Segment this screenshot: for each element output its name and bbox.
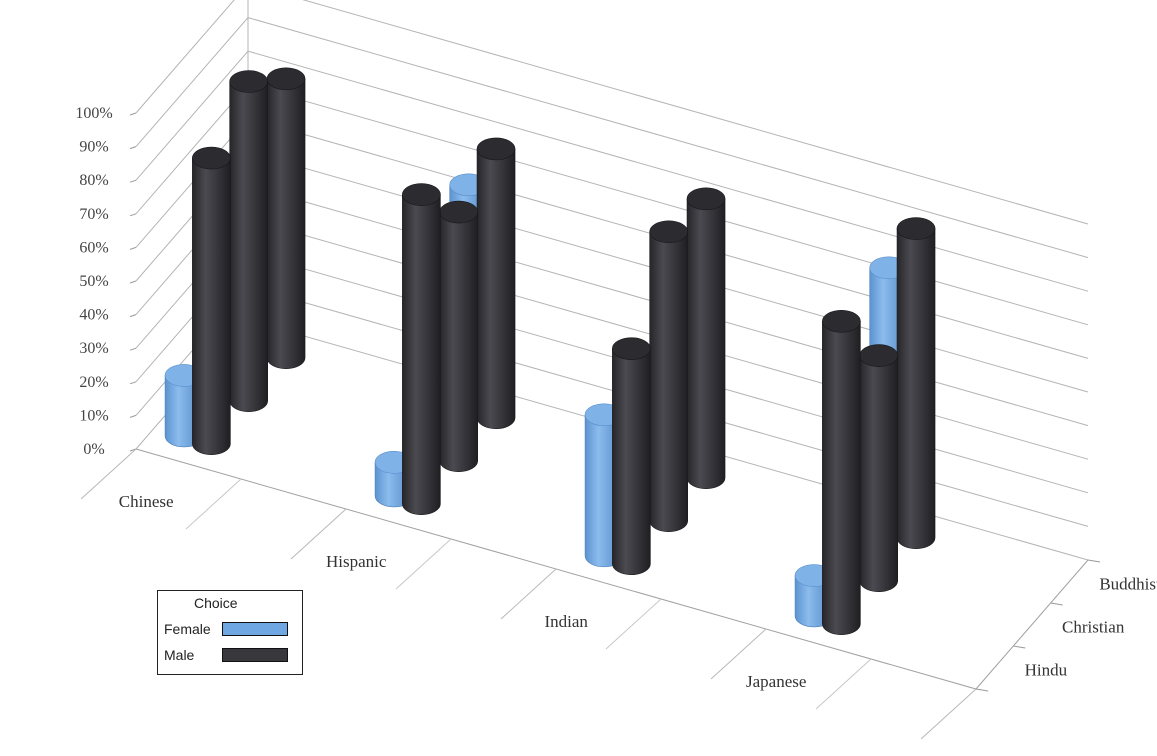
bar-body — [822, 321, 861, 635]
bars — [164, 67, 936, 635]
y-tick-label: 20% — [79, 374, 108, 391]
legend-label-male: Male — [164, 647, 195, 663]
y-tick-mark — [129, 213, 137, 217]
category-separator — [710, 628, 767, 680]
bar-cap — [612, 337, 651, 360]
legend-swatch-female — [222, 622, 288, 637]
bar-body — [402, 194, 441, 515]
y-tick-label: 80% — [79, 172, 108, 189]
bar-body — [859, 355, 898, 592]
y-tick-label: 40% — [79, 307, 108, 324]
depth-tick-mark — [975, 688, 989, 692]
bar-cap — [402, 183, 441, 206]
category-separator — [290, 508, 347, 560]
category-label: Indian — [544, 612, 588, 631]
depth-label: Buddhist — [1099, 575, 1157, 594]
bar-cap — [896, 217, 936, 240]
depth-axis-categories: Hindu Christian Buddhist — [1025, 575, 1157, 680]
bar-male-chinese-christian — [229, 70, 268, 412]
bar-male-japanese-buddhist — [896, 217, 936, 549]
y-tick-label: 100% — [75, 105, 112, 122]
bar-body — [266, 78, 306, 369]
legend-item-male: Male — [164, 646, 288, 664]
legend-swatch-male — [222, 648, 288, 663]
bar-cap — [229, 70, 268, 93]
bar-body — [896, 228, 936, 549]
y-tick-label: 30% — [79, 340, 108, 357]
bar-male-hispanic-hindu — [402, 183, 441, 515]
y-tick-label: 60% — [79, 239, 108, 256]
bar-cap — [686, 187, 726, 211]
bar-male-chinese-hindu — [192, 146, 231, 455]
y-tick-mark — [129, 146, 137, 150]
bar-male-indian-hindu — [612, 337, 651, 575]
bar-male-indian-buddhist — [686, 187, 726, 489]
legend-title: Choice — [194, 595, 238, 611]
y-tick-mark — [129, 112, 137, 116]
bar-cap — [859, 344, 899, 367]
category-label: Chinese — [119, 492, 174, 511]
bar-male-hispanic-christian — [439, 200, 479, 472]
y-axis-ticks: 0% 10% 20% 30% 40% 50% 60% 70% 80% 90% 100% — [75, 105, 112, 458]
y-tick-label: 70% — [79, 206, 108, 223]
y-tick-label: 0% — [83, 441, 104, 458]
y-tick-mark — [129, 381, 137, 385]
legend-item-female: Female — [164, 620, 288, 638]
gridline — [135, 0, 1089, 225]
bar-male-chinese-buddhist — [266, 67, 306, 369]
depth-label: Christian — [1062, 618, 1125, 637]
bar-cap — [192, 146, 231, 170]
category-subseparator — [815, 658, 872, 710]
category-separator — [500, 568, 557, 620]
bar-cap — [476, 137, 516, 161]
category-label: Hispanic — [326, 552, 387, 571]
y-tick-label: 50% — [79, 273, 108, 290]
bar-body — [192, 157, 231, 455]
y-tick-mark — [129, 280, 137, 284]
bar-body — [686, 198, 726, 489]
category-separator — [920, 688, 977, 740]
bar-cap — [439, 200, 479, 224]
y-tick-mark — [129, 314, 137, 318]
y-tick-mark — [129, 179, 137, 183]
bar-body — [439, 211, 478, 472]
category-separator — [80, 448, 137, 500]
bar-cap — [822, 309, 861, 333]
bar-male-japanese-christian — [859, 344, 899, 592]
depth-tick-mark — [1050, 602, 1063, 606]
bar-male-japanese-hindu — [822, 309, 861, 635]
bar-cap — [266, 67, 306, 91]
category-label: Japanese — [746, 672, 806, 691]
y-tick-mark — [129, 347, 137, 351]
y-tick-mark — [129, 246, 137, 250]
y-tick-mark — [129, 414, 137, 418]
category-subseparator — [395, 538, 452, 590]
x-axis-categories: Chinese Hispanic Indian Japanese — [119, 492, 807, 691]
category-subseparator — [605, 598, 662, 650]
y-tick-label: 90% — [79, 139, 108, 156]
bar-male-hispanic-buddhist — [476, 137, 516, 429]
legend-label-female: Female — [164, 621, 211, 637]
bar-cap — [649, 220, 689, 244]
bar-body — [612, 348, 651, 575]
depth-label: Hindu — [1025, 661, 1068, 680]
depth-tick-mark — [1013, 645, 1026, 649]
bar-body — [229, 81, 268, 412]
y-tick-label: 10% — [79, 407, 108, 424]
bar-male-indian-christian — [649, 220, 689, 532]
legend: Choice Female Male — [157, 590, 303, 675]
bar-body — [649, 231, 688, 532]
depth-tick-mark — [1087, 559, 1101, 563]
bar-body — [476, 148, 516, 429]
category-subseparator — [185, 478, 242, 530]
